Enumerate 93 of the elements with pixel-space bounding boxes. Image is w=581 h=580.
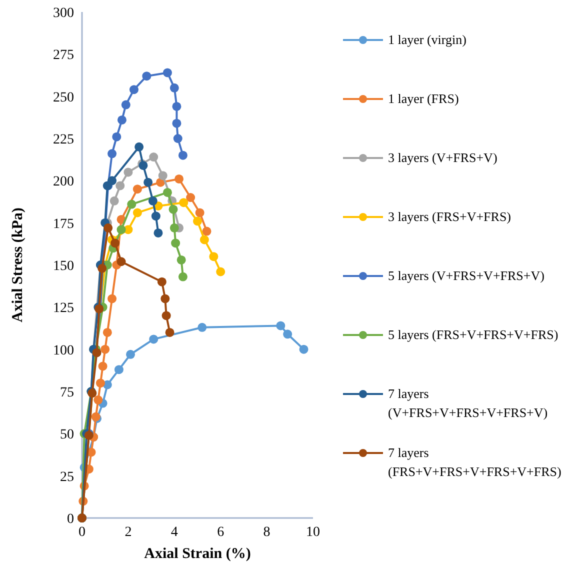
point xyxy=(193,216,202,226)
point xyxy=(108,149,117,158)
point xyxy=(158,171,168,180)
point xyxy=(202,226,212,236)
point xyxy=(108,294,117,304)
x-axis-title: Axial Strain (%) xyxy=(144,546,251,562)
point xyxy=(162,311,171,320)
point xyxy=(124,168,133,177)
point xyxy=(165,328,174,337)
point xyxy=(98,362,108,371)
point xyxy=(129,85,138,94)
point xyxy=(154,228,163,238)
legend-label: 1 layer (FRS) xyxy=(388,91,459,106)
point xyxy=(209,252,218,262)
point xyxy=(283,330,292,339)
point xyxy=(127,200,136,209)
legend-label: 3 layers (FRS+V+FRS) xyxy=(388,209,512,224)
point xyxy=(168,204,178,214)
x-tick-label: 8 xyxy=(263,525,270,540)
x-tick-label: 10 xyxy=(306,525,320,540)
point xyxy=(160,294,170,304)
point xyxy=(96,378,105,388)
x-tick-label: 4 xyxy=(170,525,178,540)
y-tick-label: 300 xyxy=(53,6,74,21)
point xyxy=(299,344,308,354)
point xyxy=(121,100,130,110)
y-tick-label: 0 xyxy=(67,512,74,527)
y-tick-label: 250 xyxy=(53,90,74,106)
y-tick-label: 150 xyxy=(53,259,74,274)
point xyxy=(142,72,152,81)
point xyxy=(94,395,103,404)
point xyxy=(116,181,125,190)
point xyxy=(108,176,117,186)
point xyxy=(102,328,112,337)
point xyxy=(170,83,179,92)
y-tick-label: 125 xyxy=(53,301,74,316)
y-tick-label: 225 xyxy=(53,132,74,148)
point xyxy=(216,267,226,276)
y-tick-label: 175 xyxy=(53,216,74,232)
point xyxy=(149,152,158,162)
y-tick-label: 75 xyxy=(60,386,74,400)
point xyxy=(186,193,196,202)
legend-label: 7 layers (V+FRS+V+FRS+V+FRS+V) xyxy=(388,386,548,420)
y-tick-label: 200 xyxy=(53,174,74,190)
point xyxy=(110,196,119,206)
y-tick-label: 100 xyxy=(53,343,74,358)
point xyxy=(172,102,182,111)
point xyxy=(276,321,286,330)
point xyxy=(149,334,158,344)
point xyxy=(178,150,188,160)
x-tick-label: 2 xyxy=(124,525,132,540)
legend-label: 5 layers (FRS+V+FRS+V+FRS) xyxy=(388,327,558,342)
point xyxy=(198,322,207,332)
point xyxy=(162,68,172,78)
point xyxy=(173,134,182,143)
point xyxy=(98,264,107,273)
point xyxy=(92,348,102,358)
point xyxy=(134,142,144,152)
point xyxy=(110,238,120,248)
point xyxy=(112,132,122,142)
y-axis-title: Axial Stress (kPa) xyxy=(10,208,26,322)
point xyxy=(195,208,204,218)
point xyxy=(126,350,136,359)
point xyxy=(116,225,126,234)
point xyxy=(157,277,166,286)
point xyxy=(104,223,113,232)
point xyxy=(151,212,160,221)
point xyxy=(170,223,179,232)
point xyxy=(144,178,153,187)
legend-label: 1 layer (virgin) xyxy=(388,32,466,47)
x-tick-label: 6 xyxy=(217,525,224,540)
point xyxy=(100,344,110,354)
point xyxy=(178,272,188,282)
y-tick-label: 25 xyxy=(60,470,74,485)
point xyxy=(172,118,182,128)
legend-label: 7 layers (FRS+V+FRS+V+FRS+V+FRS) xyxy=(388,445,562,479)
legend-label: 5 layers (V+FRS+V+FRS+V) xyxy=(388,268,544,283)
point xyxy=(176,255,186,264)
point xyxy=(200,235,209,244)
point xyxy=(132,208,142,218)
point xyxy=(171,238,180,248)
point xyxy=(148,196,158,206)
point xyxy=(117,115,126,124)
point xyxy=(174,174,184,184)
x-tick-label: 0 xyxy=(78,525,86,540)
point xyxy=(116,257,126,266)
point xyxy=(114,365,124,374)
point xyxy=(132,184,142,194)
point xyxy=(162,188,172,197)
y-tick-label: 50 xyxy=(60,428,74,443)
y-tick-label: 275 xyxy=(53,48,74,64)
legend-label: 3 layers (V+FRS+V) xyxy=(388,150,498,165)
point xyxy=(179,198,188,208)
